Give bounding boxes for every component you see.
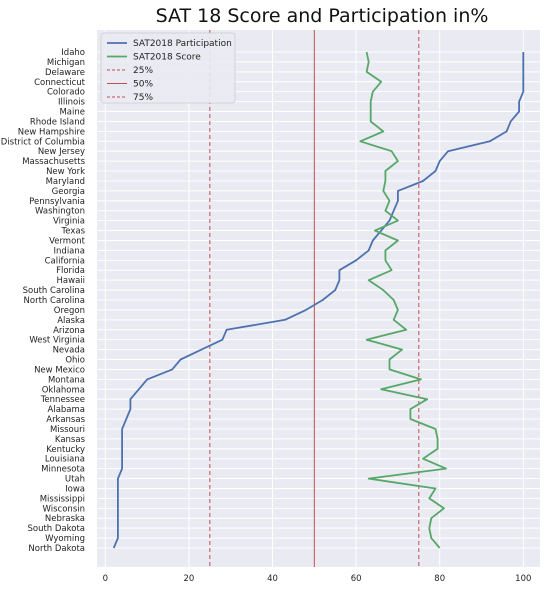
y-tick-label: Florida xyxy=(56,266,85,276)
y-tick-label: Iowa xyxy=(65,484,85,494)
y-tick-label: Colorado xyxy=(47,88,85,98)
x-tick-label: 20 xyxy=(184,574,195,584)
y-tick-label: Virginia xyxy=(53,217,85,227)
y-tick-label: Washington xyxy=(35,207,85,217)
y-tick-label: District of Columbia xyxy=(1,137,85,147)
y-tick-label: Alabama xyxy=(48,405,85,415)
y-tick-label: North Dakota xyxy=(28,544,85,554)
y-tick-label: Massachusetts xyxy=(22,157,85,167)
y-tick-label: Georgia xyxy=(52,187,85,197)
legend-label: SAT2018 Score xyxy=(133,53,201,63)
y-tick-label: Hawaii xyxy=(57,276,85,286)
y-tick-label: New Jersey xyxy=(38,147,85,157)
legend-label: 25% xyxy=(133,66,153,76)
y-tick-label: Arizona xyxy=(53,326,85,336)
y-tick-label: Nebraska xyxy=(45,514,85,524)
y-tick-label: Pennsylvania xyxy=(29,197,85,207)
score-line xyxy=(359,51,447,549)
x-tick-label: 40 xyxy=(267,574,278,584)
y-tick-label: Connecticut xyxy=(34,78,86,88)
y-tick-label: Ohio xyxy=(65,356,85,366)
y-tick-label: Arkansas xyxy=(46,415,85,425)
y-tick-label: Vermont xyxy=(49,236,86,246)
y-tick-label: Wisconsin xyxy=(43,504,85,514)
y-tick-label: Maine xyxy=(59,108,85,118)
y-tick-label: Oklahoma xyxy=(42,385,85,395)
y-tick-label: Illinois xyxy=(58,98,86,108)
legend-label: 50% xyxy=(133,80,153,90)
chart-title: SAT 18 Score and Participation in% xyxy=(156,5,489,27)
legend-label: SAT2018 Participation xyxy=(133,39,232,49)
y-tick-label: Maryland xyxy=(46,177,85,187)
y-tick-label: Idaho xyxy=(61,48,85,58)
y-tick-label: South Dakota xyxy=(27,524,85,534)
participation-line xyxy=(112,52,525,549)
y-tick-label: Utah xyxy=(65,475,85,485)
plot-area xyxy=(97,30,540,567)
x-tick-label: 60 xyxy=(351,574,362,584)
y-tick-label: Rhode Island xyxy=(30,117,85,127)
x-tick-label: 80 xyxy=(434,574,445,584)
y-tick-label: New Hampshire xyxy=(18,127,85,137)
x-tick-label: 0 xyxy=(103,574,108,584)
legend-label: 75% xyxy=(133,93,153,103)
y-tick-label: West Virginia xyxy=(29,336,85,346)
reference-lines xyxy=(209,30,420,567)
y-tick-label: Montana xyxy=(48,375,85,385)
y-tick-label: Missouri xyxy=(50,425,85,435)
legend: SAT2018 Participation SAT2018 Score 25% 50%… xyxy=(100,32,236,104)
y-tick-label: Michigan xyxy=(47,58,85,68)
y-tick-label: Kentucky xyxy=(46,445,85,455)
y-tick-label: Texas xyxy=(61,227,86,237)
y-tick-label: Nevada xyxy=(53,346,85,356)
y-tick-label: Louisiana xyxy=(45,455,85,465)
x-tick-label: 100 xyxy=(515,574,531,584)
y-tick-label: Tennessee xyxy=(40,395,85,405)
y-tick-label: Kansas xyxy=(55,435,86,445)
y-tick-label: Oregon xyxy=(54,306,85,316)
y-tick-label: New York xyxy=(46,167,85,177)
y-tick-label: North Carolina xyxy=(24,296,85,306)
y-tick-label: New Mexico xyxy=(34,365,85,375)
y-tick-label: Mississippi xyxy=(40,494,85,504)
x-tick-labels: 0 20 40 60 80 100 xyxy=(103,574,532,584)
y-tick-labels: IdahoMichiganDelawareConnecticutColorado… xyxy=(1,48,86,554)
y-tick-label: Delaware xyxy=(45,68,85,78)
y-tick-label: Indiana xyxy=(54,246,85,256)
legend-box xyxy=(100,32,236,104)
y-tick-label: Alaska xyxy=(57,316,85,326)
y-tick-label: South Carolina xyxy=(23,286,85,296)
y-tick-label: Wyoming xyxy=(45,534,85,544)
series-lines xyxy=(112,51,525,549)
y-tick-label: California xyxy=(45,256,85,266)
y-tick-label: Minnesota xyxy=(41,465,85,475)
